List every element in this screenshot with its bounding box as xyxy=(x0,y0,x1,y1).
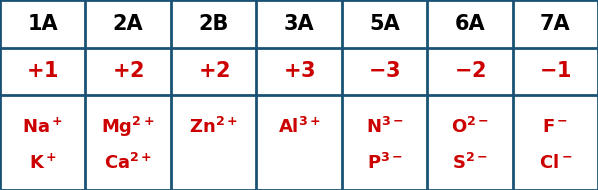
Text: $\mathbf{Cl^-}$: $\mathbf{Cl^-}$ xyxy=(539,154,572,172)
Text: 1A: 1A xyxy=(28,14,58,34)
Text: $\mathbf{P^{3-}}$: $\mathbf{P^{3-}}$ xyxy=(367,153,402,173)
Text: $\mathbf{Zn^{2+}}$: $\mathbf{Zn^{2+}}$ xyxy=(190,117,238,137)
Text: 3A: 3A xyxy=(283,14,315,34)
Text: $\mathbf{+2}$: $\mathbf{+2}$ xyxy=(197,61,230,81)
Text: 7A: 7A xyxy=(540,14,570,34)
Text: 5A: 5A xyxy=(369,14,400,34)
Text: 2A: 2A xyxy=(113,14,144,34)
Text: 2B: 2B xyxy=(199,14,229,34)
Text: 6A: 6A xyxy=(454,14,485,34)
Text: $\mathbf{-1}$: $\mathbf{-1}$ xyxy=(539,61,572,81)
Text: $\mathbf{-2}$: $\mathbf{-2}$ xyxy=(454,61,486,81)
Text: $\mathbf{Al^{3+}}$: $\mathbf{Al^{3+}}$ xyxy=(277,117,321,137)
Text: $\mathbf{N^{3-}}$: $\mathbf{N^{3-}}$ xyxy=(365,117,403,137)
Text: $\mathbf{Na^+}$: $\mathbf{Na^+}$ xyxy=(22,117,63,136)
Text: $\mathbf{Mg^{2+}}$: $\mathbf{Mg^{2+}}$ xyxy=(102,115,155,139)
Text: $\mathbf{F^-}$: $\mathbf{F^-}$ xyxy=(542,118,568,136)
Text: $\mathbf{-3}$: $\mathbf{-3}$ xyxy=(368,61,401,81)
Text: $\mathbf{Ca^{2+}}$: $\mathbf{Ca^{2+}}$ xyxy=(104,153,152,173)
Text: $\mathbf{+1}$: $\mathbf{+1}$ xyxy=(26,61,59,81)
Text: $\mathbf{+2}$: $\mathbf{+2}$ xyxy=(112,61,144,81)
Text: $\mathbf{S^{2-}}$: $\mathbf{S^{2-}}$ xyxy=(452,153,487,173)
Text: $\mathbf{O^{2-}}$: $\mathbf{O^{2-}}$ xyxy=(451,117,489,137)
Text: $\mathbf{K^+}$: $\mathbf{K^+}$ xyxy=(29,154,57,173)
Text: $\mathbf{+3}$: $\mathbf{+3}$ xyxy=(283,61,315,81)
